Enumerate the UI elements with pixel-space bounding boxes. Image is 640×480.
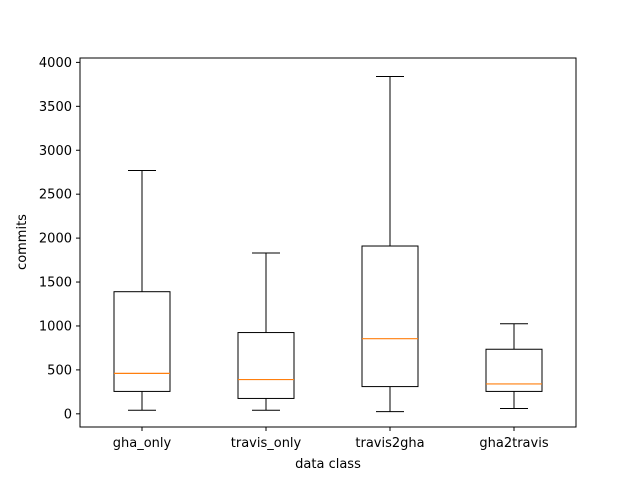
x-tick-label: travis_only: [231, 436, 302, 451]
plot-area: [79, 57, 577, 428]
x-tick-label: travis2gha: [355, 436, 424, 451]
y-tick-label: 3000: [39, 144, 72, 159]
y-tick-label: 0: [64, 407, 72, 422]
box-travis2gha: [361, 75, 419, 413]
boxes-group: [113, 75, 543, 413]
y-tick-label: 1000: [39, 319, 72, 334]
x-axis: gha_only travis_only travis2gha gha2travis: [113, 427, 549, 451]
x-tick-label: gha2travis: [479, 436, 548, 451]
box-gha2travis: [485, 323, 543, 410]
y-tick-label: 500: [47, 363, 72, 378]
y-tick-label: 2500: [39, 188, 72, 203]
iqr-box: [237, 332, 295, 399]
y-tick-label: 2000: [39, 232, 72, 247]
y-axis-label: commits: [15, 214, 30, 270]
y-tick-label: 4000: [39, 56, 72, 71]
x-tick-label: gha_only: [113, 436, 172, 451]
box-gha_only: [113, 169, 171, 411]
iqr-box: [113, 291, 171, 392]
y-tick-label: 3500: [39, 100, 72, 115]
iqr-box: [361, 245, 419, 388]
y-axis: 0 500 1000 1500 2000 2500 3000 3500 4000: [39, 56, 80, 422]
iqr-box: [485, 348, 543, 392]
box-travis_only: [237, 252, 295, 411]
x-axis-label: data class: [295, 457, 361, 472]
y-tick-label: 1500: [39, 276, 72, 291]
